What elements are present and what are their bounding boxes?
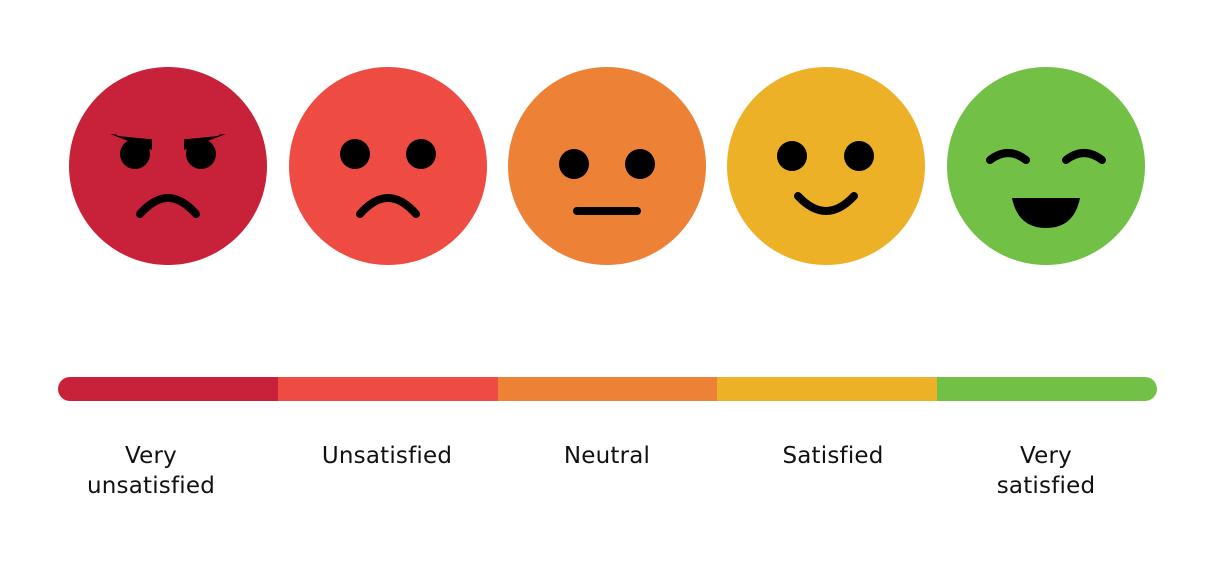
angry-face-graphic — [69, 67, 267, 265]
right-brow-cut — [178, 126, 228, 140]
right-eye — [186, 139, 216, 169]
right-eye — [625, 149, 655, 179]
scale-segment-neutral — [497, 377, 718, 401]
left-closed-eye — [986, 149, 1030, 164]
left-eye — [777, 141, 807, 171]
neutral-face-graphic — [508, 67, 706, 265]
label-line-1: Very — [1020, 443, 1072, 469]
face-circle — [69, 67, 267, 265]
smiling-face-graphic — [727, 67, 925, 265]
face-circle — [508, 67, 706, 265]
left-eye — [120, 139, 150, 169]
label-line-1: Very — [125, 443, 177, 469]
scale-segment-very-unsatisfied — [58, 377, 278, 401]
scale-segment-satisfied — [717, 377, 938, 401]
scale-segment-very-satisfied — [937, 377, 1157, 401]
label-line-1: Satisfied — [782, 443, 884, 469]
right-eye — [406, 139, 436, 169]
left-eye — [340, 139, 370, 169]
left-brow-cut — [108, 126, 158, 140]
open-grin-mouth — [1012, 198, 1080, 228]
angry-face-icon[interactable] — [68, 66, 268, 266]
smiling-face-icon[interactable] — [726, 66, 926, 266]
grinning-face-icon[interactable] — [946, 66, 1146, 266]
right-eye — [844, 141, 874, 171]
face-circle — [727, 67, 925, 265]
frown-mouth — [356, 194, 420, 218]
label-line-2: unsatisfied — [86, 473, 216, 499]
right-closed-eye — [1062, 149, 1106, 164]
label-neutral: Neutral — [507, 441, 707, 471]
neutral-face-icon[interactable] — [507, 66, 707, 266]
label-line-2: satisfied — [996, 473, 1096, 499]
satisfaction-color-bar — [58, 377, 1157, 401]
face-circle — [289, 67, 487, 265]
label-very-satisfied: Very satisfied — [946, 441, 1146, 501]
label-unsatisfied: Unsatisfied — [287, 441, 487, 471]
label-very-unsatisfied: Very unsatisfied — [51, 441, 251, 501]
sad-face-graphic — [289, 67, 487, 265]
label-line-1: Neutral — [563, 443, 651, 469]
left-eye — [559, 149, 589, 179]
grinning-face-graphic — [947, 67, 1145, 265]
frown-mouth — [136, 194, 200, 218]
sad-face-icon[interactable] — [288, 66, 488, 266]
label-line-1: Unsatisfied — [321, 443, 453, 469]
scale-segment-unsatisfied — [277, 377, 498, 401]
label-satisfied: Satisfied — [733, 441, 933, 471]
smile-mouth — [794, 192, 858, 215]
face-circle — [947, 67, 1145, 265]
